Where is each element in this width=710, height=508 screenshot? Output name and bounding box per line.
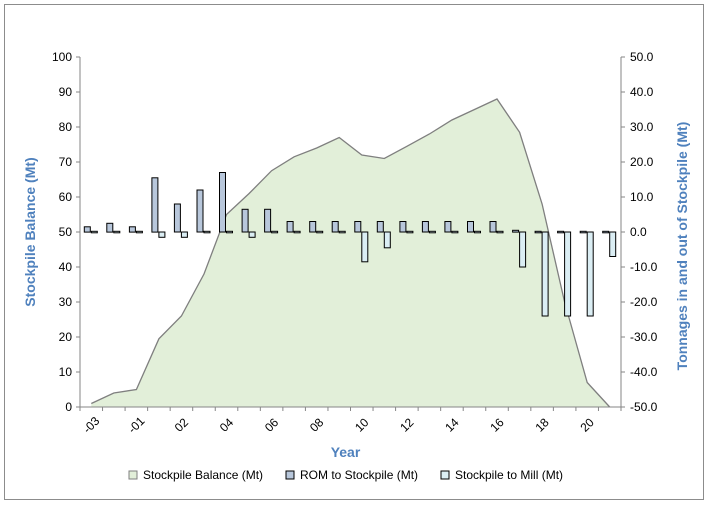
stockpile-to-mill-bar-1 xyxy=(113,230,121,234)
stockpile-balance-line xyxy=(91,98,611,408)
stockpile-to-mill-bar-18 xyxy=(496,230,504,234)
rom-to-stockpile-bar-5 xyxy=(196,189,204,233)
right-tick-label: -50.0 xyxy=(630,400,658,414)
x-tick-label: 02 xyxy=(172,415,192,435)
stockpile-to-mill-bar-12 xyxy=(361,231,369,263)
stockpile-to-mill-bar-8 xyxy=(271,230,279,234)
rom-to-stockpile-bar-8 xyxy=(264,208,272,233)
rom-to-stockpile-bar-17 xyxy=(467,221,474,233)
stockpile-to-mill-bar-13 xyxy=(383,231,391,249)
stockpile-to-mill-bar-3 xyxy=(158,231,166,238)
left-tick-label: 90 xyxy=(59,85,73,99)
x-tick-label: 18 xyxy=(532,415,552,435)
rom-to-stockpile-bar-1 xyxy=(106,222,114,233)
stockpile-to-mill-bar-23 xyxy=(609,231,617,257)
chart-svg: 0 10 20 30 40 50 60 70 80 90 100 -50.0 -40.0 -30.0 -20… xyxy=(22,50,690,482)
x-tick-label: 04 xyxy=(217,415,237,435)
x-axis-title: Year xyxy=(331,444,361,460)
legend-stockpile-to-mill-label: Stockpile to Mill (Mt) xyxy=(455,468,563,482)
legend-rom-to-stockpile-swatch xyxy=(285,470,295,480)
stockpile-to-mill-bar-16 xyxy=(451,230,459,234)
y-axis-title: Stockpile Balance (Mt) xyxy=(22,157,38,306)
stockpile-to-mill-bar-19 xyxy=(519,231,527,268)
rom-to-stockpile-bar-11 xyxy=(331,221,339,233)
right-tick-label: 0.0 xyxy=(630,225,647,239)
rom-to-stockpile-bar-12 xyxy=(354,221,362,233)
right-tick-label: -40.0 xyxy=(630,365,658,379)
right-tick-label: 30.0 xyxy=(630,120,654,134)
stockpile-to-mill-bar-14 xyxy=(406,230,414,234)
stockpile-to-mill-bar-11 xyxy=(338,230,346,234)
x-tick-label: -03 xyxy=(80,414,102,436)
left-tick-label: 80 xyxy=(59,120,73,134)
legend-stockpile-balance-swatch xyxy=(128,470,138,480)
x-tick-label: 08 xyxy=(307,415,327,435)
stockpile-to-mill-bar-6 xyxy=(226,230,233,234)
x-tick-label: 12 xyxy=(397,415,417,435)
rom-to-stockpile-bar-15 xyxy=(421,221,429,233)
legend-stockpile-to-mill-swatch xyxy=(440,470,450,480)
rom-to-stockpile-bar-3 xyxy=(151,177,159,233)
left-tick-label: 0 xyxy=(65,400,72,414)
legend-stockpile-balance-label: Stockpile Balance (Mt) xyxy=(143,468,263,482)
right-tick-label: -30.0 xyxy=(630,330,658,344)
left-tick-label: 50 xyxy=(59,225,73,239)
legend-rom-to-stockpile-label: ROM to Stockpile (Mt) xyxy=(300,468,418,482)
stockpile-to-mill-bar-10 xyxy=(316,230,324,234)
stockpile-to-mill-bar-5 xyxy=(203,230,211,234)
x-tick-label: -01 xyxy=(125,414,147,436)
chart-frame: 0 10 20 30 40 50 60 70 80 90 100 -50.0 -40.0 -30.0 -20… xyxy=(4,4,704,500)
left-tick-label: 10 xyxy=(59,365,73,379)
left-tick-label: 100 xyxy=(52,50,72,64)
rom-to-stockpile-bar-22 xyxy=(579,230,587,234)
right-tick-label: 40.0 xyxy=(630,85,654,99)
x-tick-label: 14 xyxy=(442,415,462,435)
left-tick-label: 30 xyxy=(59,295,73,309)
right-tick-label: -20.0 xyxy=(630,295,658,309)
right-tick-label: -10.0 xyxy=(630,260,658,274)
rom-to-stockpile-bar-9 xyxy=(286,221,294,233)
x-tick-label: 06 xyxy=(262,415,282,435)
stockpile-balance-area xyxy=(91,99,610,407)
stockpile-to-mill-bar-9 xyxy=(293,230,301,234)
right-tick-label: 20.0 xyxy=(630,155,654,169)
stockpile-to-mill-bar-17 xyxy=(474,230,481,234)
left-tick-label: 20 xyxy=(59,330,73,344)
rom-to-stockpile-bar-19 xyxy=(512,229,520,233)
stockpile-to-mill-bar-2 xyxy=(135,230,143,234)
rom-to-stockpile-bar-13 xyxy=(376,221,384,233)
left-tick-label: 40 xyxy=(59,260,73,274)
stockpile-to-mill-bar-22 xyxy=(586,231,594,317)
x-tick-label: 10 xyxy=(352,415,372,435)
rom-to-stockpile-bar-6 xyxy=(219,172,226,233)
rom-to-stockpile-bar-7 xyxy=(241,208,249,233)
stockpile-to-mill-bar-0 xyxy=(90,230,98,234)
rom-to-stockpile-bar-0 xyxy=(83,226,91,233)
rom-to-stockpile-bar-2 xyxy=(128,226,136,233)
stockpile-to-mill-bar-21 xyxy=(564,231,572,317)
right-tick-label: 50.0 xyxy=(630,50,654,64)
rom-to-stockpile-bar-16 xyxy=(444,221,452,233)
rom-to-stockpile-bar-14 xyxy=(399,221,407,233)
stockpile-to-mill-bar-4 xyxy=(180,231,188,238)
x-tick-label: 20 xyxy=(578,415,598,435)
stockpile-to-mill-bar-15 xyxy=(428,230,436,234)
left-tick-label: 70 xyxy=(59,155,73,169)
rom-to-stockpile-bar-21 xyxy=(557,230,565,234)
rom-to-stockpile-bar-10 xyxy=(309,221,317,233)
rom-to-stockpile-bar-23 xyxy=(602,230,610,234)
x-tick-label: 16 xyxy=(487,415,507,435)
y2-axis-title: Tonnages in and out of Stockpile (Mt) xyxy=(674,122,690,371)
right-tick-label: 10.0 xyxy=(630,190,654,204)
rom-to-stockpile-bar-4 xyxy=(173,203,181,233)
stockpile-to-mill-bar-20 xyxy=(541,231,549,317)
rom-to-stockpile-bar-18 xyxy=(489,221,497,233)
stockpile-to-mill-bar-7 xyxy=(248,231,256,238)
rom-to-stockpile-bar-20 xyxy=(534,230,542,234)
left-tick-label: 60 xyxy=(59,190,73,204)
